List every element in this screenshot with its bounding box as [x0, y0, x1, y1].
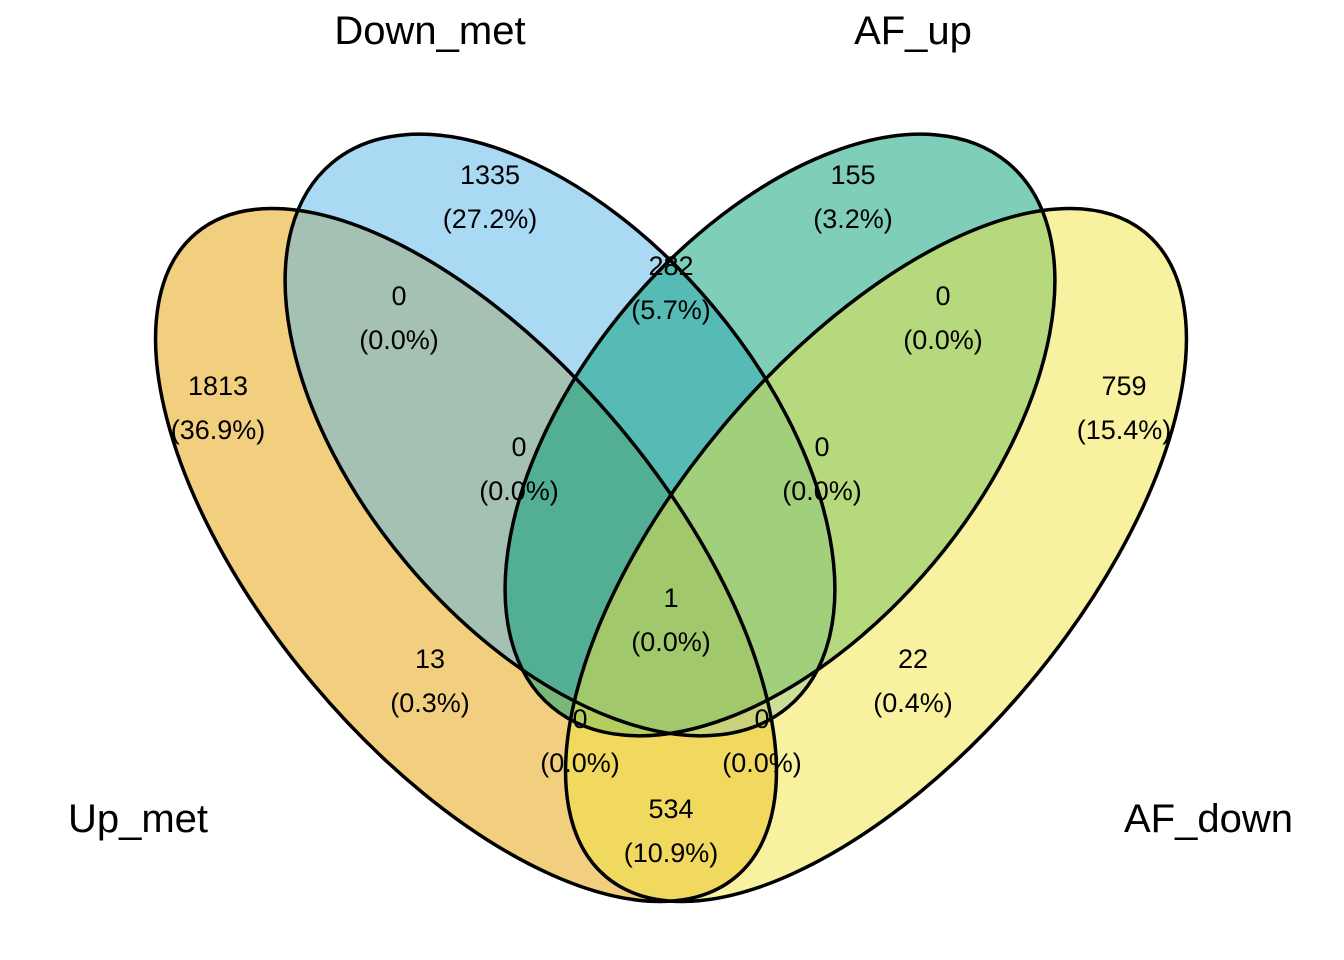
- region-count-down-met-af-up-af-down: 0: [814, 432, 829, 462]
- region-count-up-met-af-up: 13: [415, 644, 445, 674]
- set-outline-up-met: [153, 206, 779, 904]
- region-percent-up-met-down-met: (0.0%): [359, 325, 439, 355]
- region-count-af-down-only: 759: [1101, 371, 1146, 401]
- region-percent-up-met-only: (36.9%): [171, 415, 266, 445]
- set-labels: Up_met Down_met AF_up AF_down: [68, 9, 1293, 841]
- region-count-all-four: 1: [663, 583, 678, 613]
- region-percent-up-met-af-down: (10.9%): [624, 838, 719, 868]
- set-outline-af-down: [563, 206, 1189, 904]
- region-count-up-met-af-down: 534: [648, 794, 693, 824]
- region-count-down-met-af-down: 22: [898, 644, 928, 674]
- region-count-af-up-only: 155: [830, 160, 875, 190]
- set-label-up-met: Up_met: [68, 797, 208, 841]
- set-label-af-down: AF_down: [1124, 797, 1293, 841]
- region-percent-down-met-af-down: (0.4%): [873, 688, 953, 718]
- region-count-up-met-af-up-af-down: 0: [572, 704, 587, 734]
- region-percent-up-met-af-up-af-down: (0.0%): [540, 748, 620, 778]
- set-outline-af-up: [503, 132, 1057, 738]
- set-ellipse-af-down: [565, 208, 1187, 902]
- region-counts: 1813 (36.9%) 1335 (27.2%) 155 (3.2%) 759 (15.4%…: [171, 160, 1172, 868]
- region-percent-af-up-af-down: (0.0%): [903, 325, 983, 355]
- region-percent-down-met-af-up: (5.7%): [631, 295, 711, 325]
- region-count-down-met-af-up: 282: [648, 251, 693, 281]
- region-percent-af-down-only: (15.4%): [1077, 415, 1172, 445]
- region-percent-af-up-only: (3.2%): [813, 204, 893, 234]
- region-count-up-met-only: 1813: [188, 371, 248, 401]
- set-ellipses: [155, 134, 1187, 902]
- region-percent-down-met-af-up-af-down: (0.0%): [782, 476, 862, 506]
- set-outline-down-met: [283, 132, 837, 738]
- region-count-up-met-down-met-af-down: 0: [754, 704, 769, 734]
- region-count-up-met-down-met-af-up: 0: [511, 432, 526, 462]
- region-percent-up-met-af-up: (0.3%): [390, 688, 470, 718]
- region-count-down-met-only: 1335: [460, 160, 520, 190]
- region-count-af-up-af-down: 0: [935, 281, 950, 311]
- region-count-up-met-down-met: 0: [391, 281, 406, 311]
- set-label-af-up: AF_up: [854, 9, 972, 53]
- region-percent-up-met-down-met-af-down: (0.0%): [722, 748, 802, 778]
- set-outlines: [153, 132, 1189, 904]
- region-percent-all-four: (0.0%): [631, 627, 711, 657]
- set-label-down-met: Down_met: [334, 9, 525, 53]
- region-percent-down-met-only: (27.2%): [443, 204, 538, 234]
- region-percent-up-met-down-met-af-up: (0.0%): [479, 476, 559, 506]
